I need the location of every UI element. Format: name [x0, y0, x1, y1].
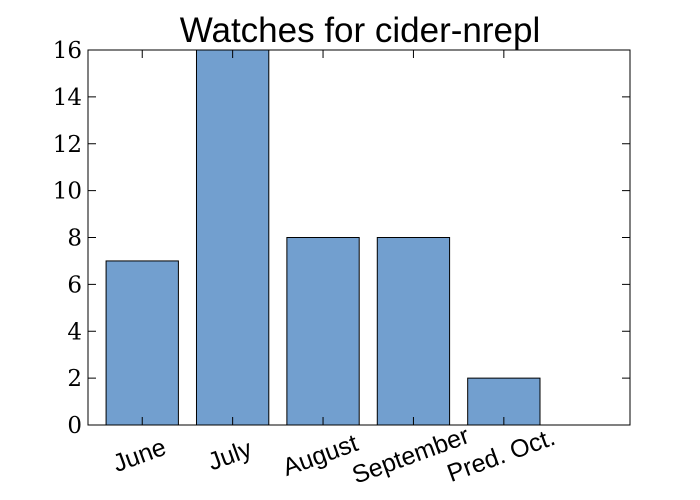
y-tick-label: 8: [67, 226, 82, 252]
x-tick-label-august: August: [279, 429, 362, 482]
y-tick-label: 16: [53, 38, 82, 64]
bar-august: [286, 237, 360, 426]
y-tick-label: 14: [53, 85, 82, 111]
bar-june: [105, 260, 179, 426]
bar-september: [376, 237, 451, 426]
x-tick-label-june: June: [109, 433, 170, 478]
bars-group: [105, 49, 541, 426]
bar-july: [195, 49, 270, 426]
y-tick-label: 10: [53, 179, 82, 205]
y-tick-label: 4: [67, 319, 82, 345]
y-tick-label: 12: [53, 132, 82, 158]
x-tick-label-july: July: [204, 435, 256, 477]
chart-title: Watches for cider-nrepl: [180, 11, 541, 50]
axes-frame: [87, 49, 631, 426]
y-tick-labels: 0 2 4 6 8 10 12 14 16: [53, 38, 82, 439]
y-tick-label: 6: [67, 272, 82, 298]
y-tick-label: 2: [67, 366, 82, 392]
y-tick-label: 0: [67, 413, 82, 439]
